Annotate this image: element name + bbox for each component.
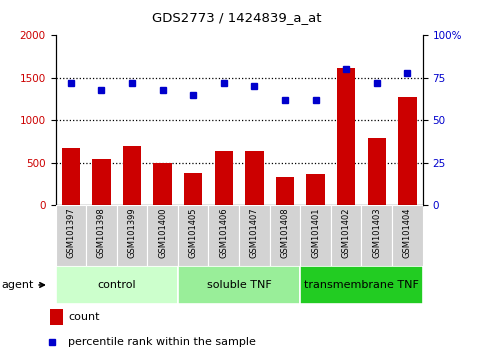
Bar bbox=[398, 97, 416, 205]
Bar bbox=[56, 205, 86, 266]
Bar bbox=[245, 151, 264, 205]
Bar bbox=[178, 205, 209, 266]
Text: control: control bbox=[98, 280, 136, 290]
Bar bbox=[368, 138, 386, 205]
Text: GDS2773 / 1424839_a_at: GDS2773 / 1424839_a_at bbox=[152, 11, 321, 24]
Bar bbox=[92, 159, 111, 205]
Text: GSM101407: GSM101407 bbox=[250, 207, 259, 258]
Text: percentile rank within the sample: percentile rank within the sample bbox=[69, 337, 256, 347]
Text: GSM101402: GSM101402 bbox=[341, 207, 351, 258]
Text: GSM101405: GSM101405 bbox=[189, 207, 198, 258]
Bar bbox=[214, 151, 233, 205]
Bar bbox=[306, 174, 325, 205]
Text: GSM101404: GSM101404 bbox=[403, 207, 412, 258]
Text: soluble TNF: soluble TNF bbox=[207, 280, 271, 290]
Bar bbox=[62, 148, 80, 205]
Text: GSM101400: GSM101400 bbox=[158, 207, 167, 258]
Text: GSM101398: GSM101398 bbox=[97, 207, 106, 258]
Text: GSM101403: GSM101403 bbox=[372, 207, 381, 258]
Bar bbox=[392, 205, 423, 266]
Bar bbox=[86, 205, 117, 266]
Bar bbox=[361, 205, 392, 266]
Bar bbox=[154, 163, 172, 205]
Text: GSM101401: GSM101401 bbox=[311, 207, 320, 258]
Bar bbox=[178, 266, 300, 304]
Bar bbox=[50, 309, 63, 325]
Text: GSM101399: GSM101399 bbox=[128, 207, 137, 258]
Bar bbox=[117, 205, 147, 266]
Bar bbox=[337, 68, 355, 205]
Bar bbox=[331, 205, 361, 266]
Bar bbox=[300, 266, 423, 304]
Bar bbox=[184, 173, 202, 205]
Bar bbox=[276, 177, 294, 205]
Bar bbox=[270, 205, 300, 266]
Bar bbox=[209, 205, 239, 266]
Text: GSM101406: GSM101406 bbox=[219, 207, 228, 258]
Text: GSM101397: GSM101397 bbox=[66, 207, 75, 258]
Bar bbox=[239, 205, 270, 266]
Bar bbox=[147, 205, 178, 266]
Text: GSM101408: GSM101408 bbox=[281, 207, 289, 258]
Bar bbox=[300, 205, 331, 266]
Text: transmembrane TNF: transmembrane TNF bbox=[304, 280, 419, 290]
Text: count: count bbox=[69, 312, 100, 322]
Bar bbox=[56, 266, 178, 304]
Text: agent: agent bbox=[1, 280, 44, 290]
Bar bbox=[123, 146, 141, 205]
